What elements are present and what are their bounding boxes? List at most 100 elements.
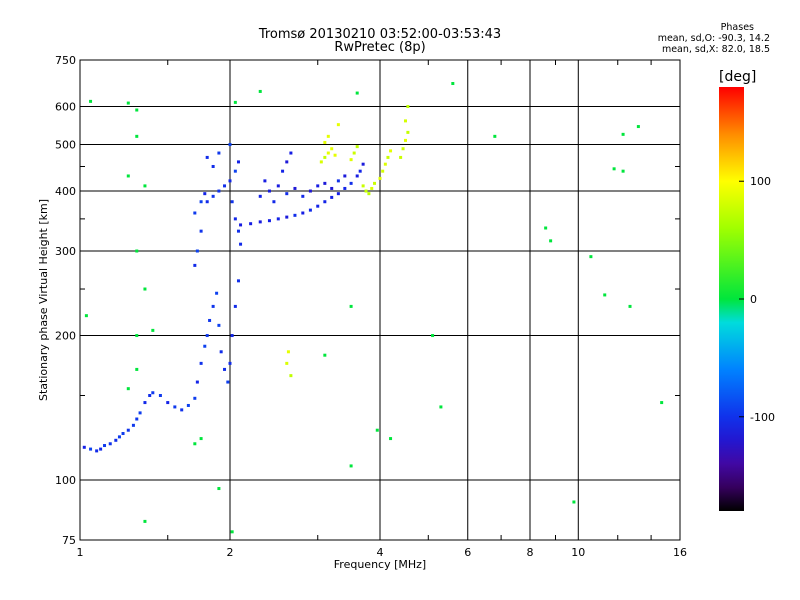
data-point [217, 151, 221, 155]
data-point [211, 304, 215, 308]
data-point [199, 361, 203, 365]
data-point [373, 181, 377, 185]
data-point [148, 394, 152, 398]
data-point [333, 153, 337, 157]
data-point [364, 189, 368, 193]
y-tick-label: 750 [55, 54, 76, 67]
data-point [293, 213, 297, 217]
data-point [151, 391, 155, 395]
data-point [621, 132, 625, 136]
data-point [589, 255, 593, 259]
data-point [308, 208, 312, 212]
data-point [205, 200, 209, 204]
data-point [193, 442, 197, 446]
data-point [336, 123, 340, 127]
data-point [236, 279, 240, 283]
data-point [330, 147, 334, 151]
data-point [406, 130, 410, 134]
data-point [323, 200, 327, 204]
data-point [126, 428, 130, 432]
data-point [135, 134, 139, 138]
data-point [228, 179, 232, 183]
data-point [349, 158, 353, 162]
data-point [267, 219, 271, 223]
data-point [230, 334, 234, 338]
data-point [99, 447, 103, 451]
data-point [228, 361, 232, 365]
data-point [108, 442, 112, 446]
data-point [89, 99, 93, 103]
data-point [121, 432, 125, 436]
y-tick-label: 200 [55, 330, 76, 343]
data-point [223, 184, 227, 188]
data-point [230, 200, 234, 204]
data-point [239, 242, 243, 246]
colorbar-tick-label: 0 [750, 293, 757, 306]
x-tick-label: 4 [377, 546, 384, 559]
y-tick-label: 100 [55, 474, 76, 487]
data-point [272, 200, 276, 204]
data-point [208, 318, 212, 322]
data-point [219, 350, 223, 354]
data-point [349, 181, 353, 185]
data-point [389, 149, 393, 153]
data-point [316, 184, 320, 188]
data-point [233, 169, 237, 173]
data-point [203, 192, 207, 196]
data-point [285, 160, 289, 164]
x-tick-label: 8 [527, 546, 534, 559]
x-tick-label: 2 [227, 546, 234, 559]
data-point [186, 403, 190, 407]
data-point [401, 147, 405, 151]
data-point [276, 184, 280, 188]
data-point [126, 174, 130, 178]
stats-heading: Phases [720, 22, 754, 33]
data-point [233, 100, 237, 104]
data-point [451, 82, 455, 86]
data-point [263, 179, 267, 183]
y-axis-label: Stationary phase Virtual Height [km] [37, 199, 50, 401]
data-point [628, 304, 632, 308]
data-point [285, 192, 289, 196]
colorbar-tick-label: -100 [750, 411, 775, 424]
data-point [355, 145, 359, 149]
data-point [82, 445, 86, 449]
data-point [126, 101, 130, 105]
data-point [131, 423, 135, 427]
data-point [381, 169, 385, 173]
data-point [326, 134, 330, 138]
data-point [126, 387, 130, 391]
data-point [323, 353, 327, 357]
data-point [493, 134, 497, 138]
data-point [199, 229, 203, 233]
data-point [660, 401, 664, 405]
data-point [226, 380, 230, 384]
data-point [103, 444, 107, 448]
data-point [301, 211, 305, 215]
data-point [612, 167, 616, 171]
data-point [375, 428, 379, 432]
data-point [236, 229, 240, 233]
data-point [143, 401, 147, 405]
data-point [199, 200, 203, 204]
data-point [349, 304, 353, 308]
x-tick-label: 16 [673, 546, 687, 559]
data-point [621, 169, 625, 173]
data-point [358, 169, 362, 173]
data-point [603, 293, 607, 297]
data-point [223, 367, 227, 371]
data-point [343, 186, 347, 190]
data-point [572, 500, 576, 504]
data-point [636, 125, 640, 129]
data-point [389, 437, 393, 441]
data-point [403, 138, 407, 142]
data-point [386, 155, 390, 159]
data-point [249, 222, 253, 226]
y-tick-label: 300 [55, 245, 76, 258]
x-tick-label: 1 [77, 546, 84, 559]
data-point [239, 223, 243, 227]
x-tick-label: 6 [464, 546, 471, 559]
data-point [293, 186, 297, 190]
data-point [330, 186, 334, 190]
